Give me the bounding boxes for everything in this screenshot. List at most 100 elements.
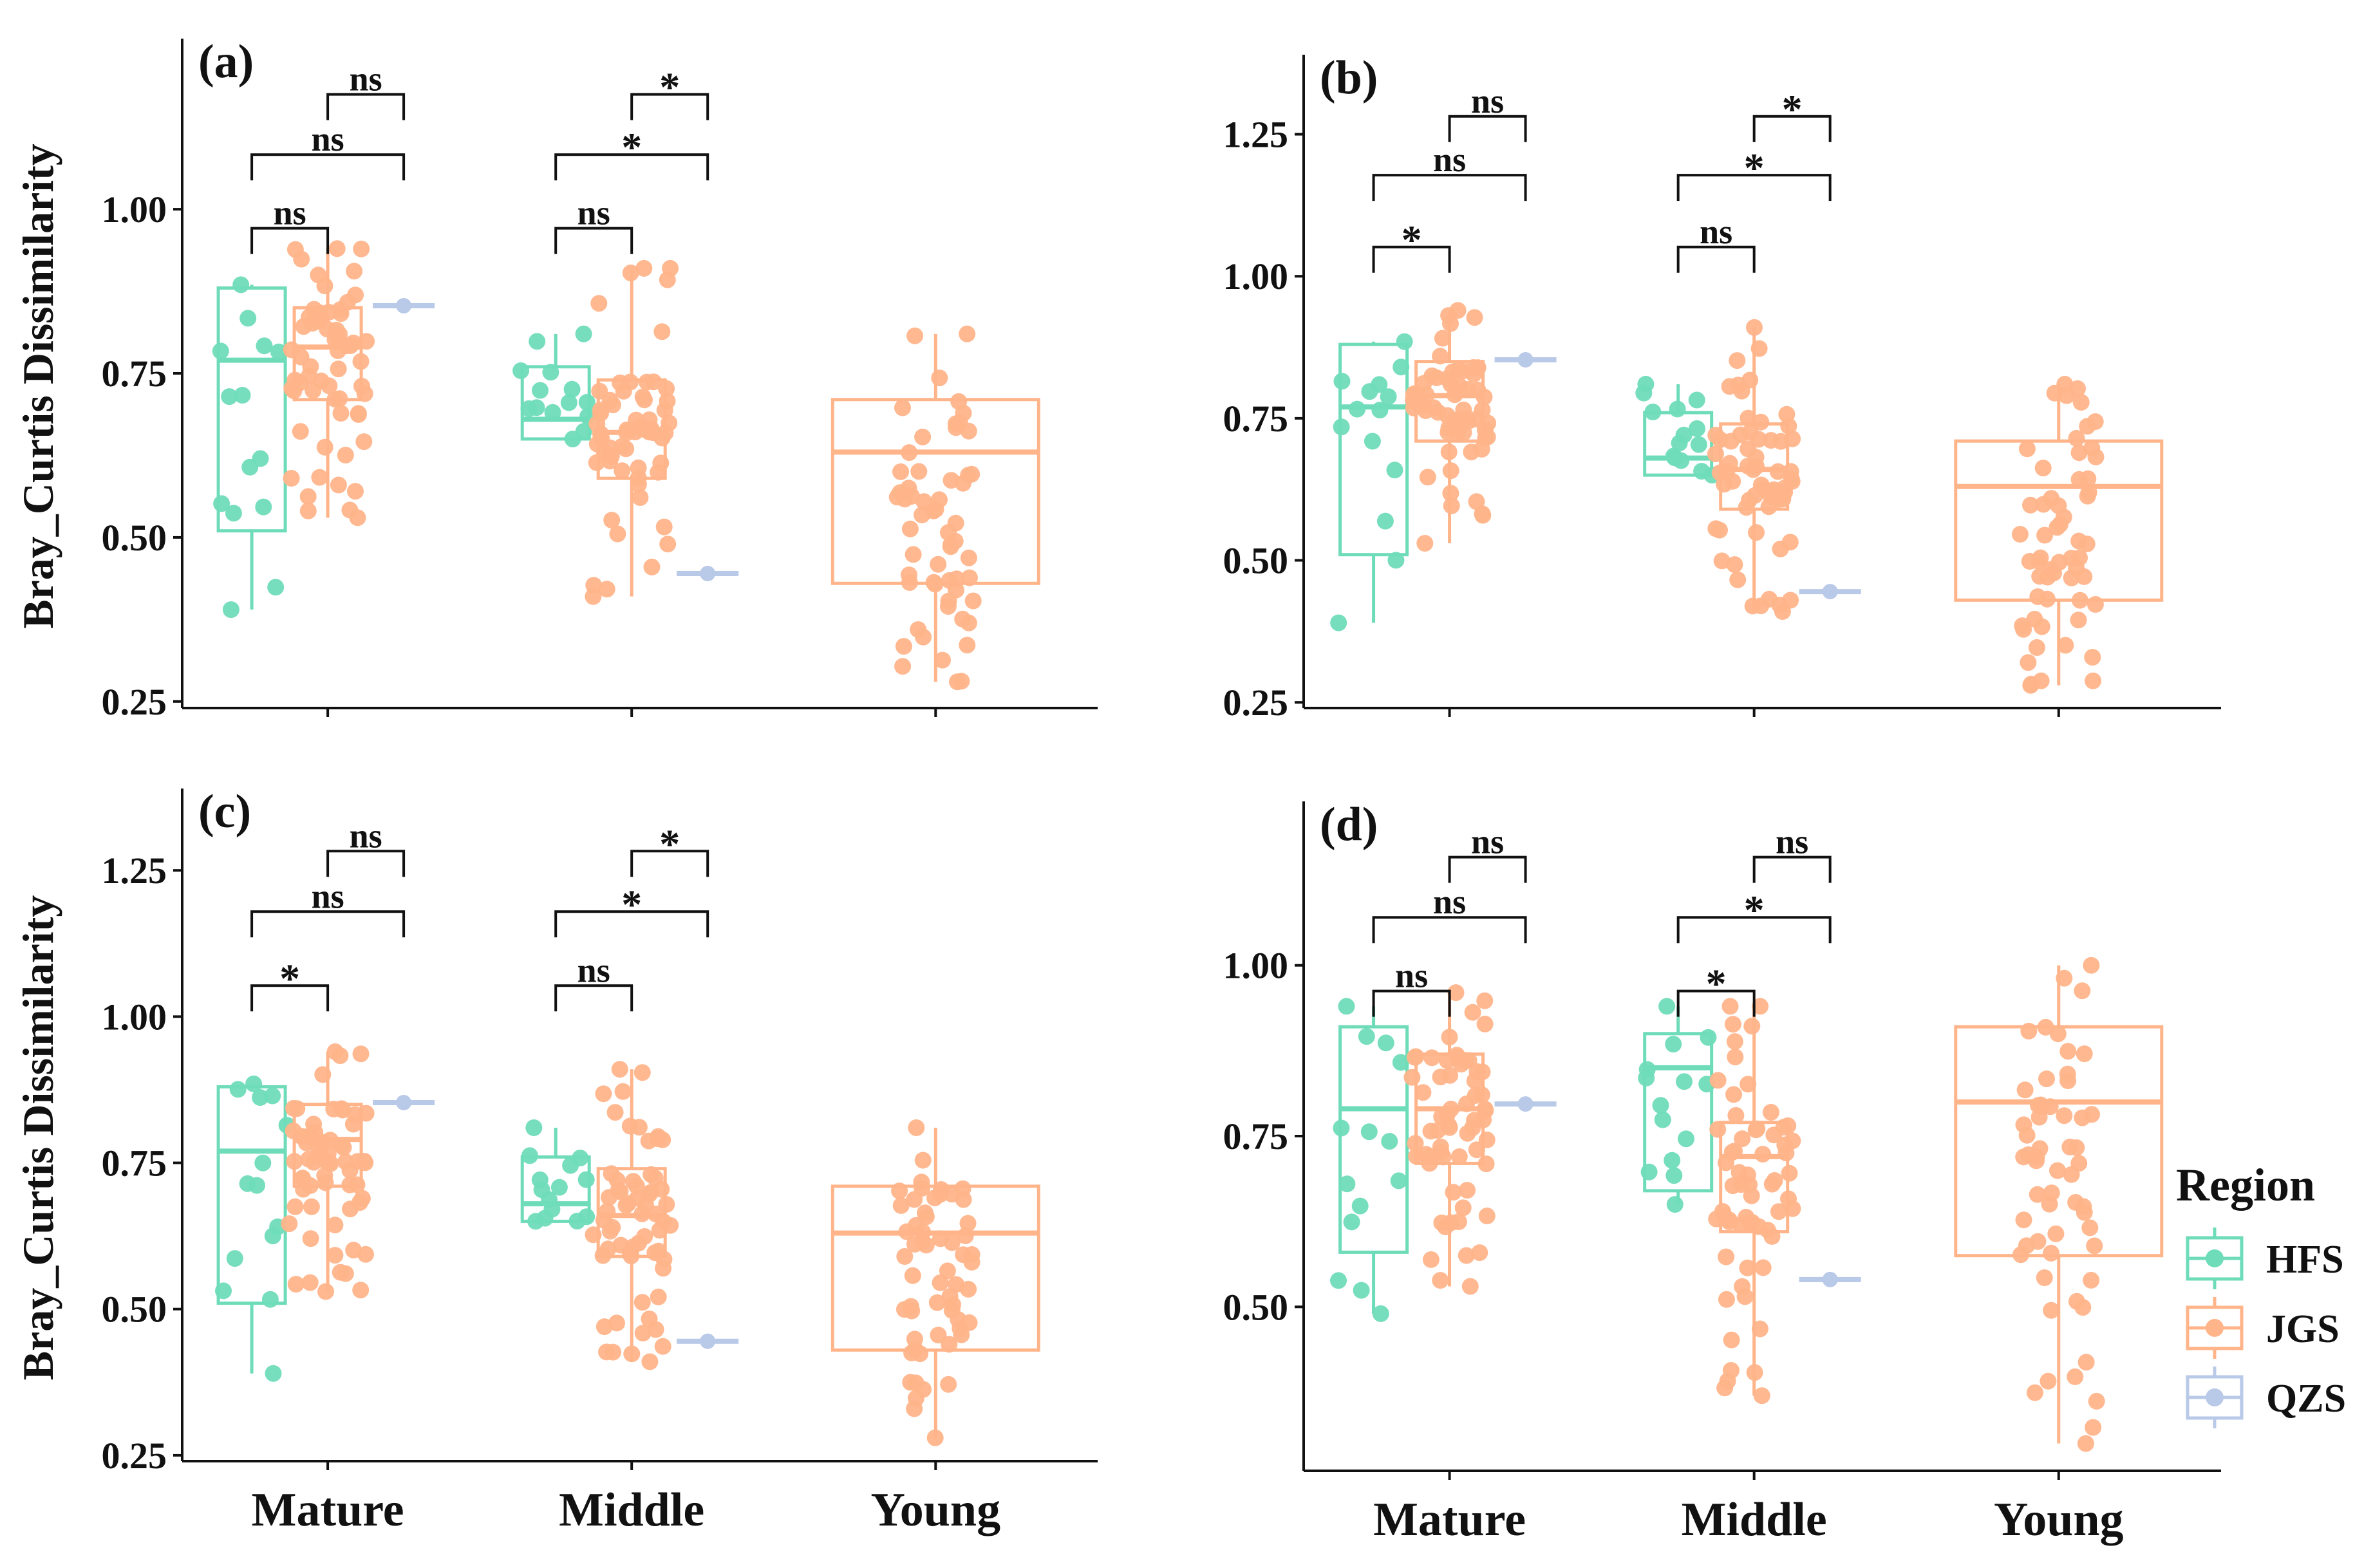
data-point [532,382,549,399]
legend-item-qzs: QZS [2186,1367,2346,1428]
data-point [1673,452,1690,469]
data-point [901,574,918,591]
data-point [1762,1104,1779,1121]
data-point [1432,348,1449,365]
data-point [352,1194,369,1211]
data-point [614,462,631,480]
bracket-line [1372,245,1451,273]
bracket-line [1448,115,1527,142]
data-point [1381,1133,1398,1150]
data-point [1718,1248,1735,1265]
data-point [270,343,287,360]
data-point [617,440,635,458]
data-point [2015,1116,2032,1134]
data-point [1741,1214,1759,1231]
data-point [1753,1387,1770,1405]
data-point [1654,1111,1671,1128]
y-axis-title: Bray_Curtis Dissimilarity [14,144,62,629]
data-point [2015,1148,2032,1166]
data-point [1377,1034,1394,1052]
data-point [213,495,230,512]
data-point [1765,1126,1783,1144]
x-category-label: Mature [1373,1493,1526,1546]
data-point [2015,1211,2032,1229]
data-point [1721,454,1738,472]
data-point [234,387,251,404]
box-middle-jgs [1708,998,1801,1405]
data-point [1434,330,1451,347]
data-point [2076,568,2093,585]
data-point [1749,1120,1766,1137]
data-point [1371,376,1388,393]
significance-label: * [621,881,642,927]
legend-key-dot [2206,1249,2224,1267]
data-point [317,1283,334,1300]
data-point [225,505,242,522]
data-point [2015,621,2032,638]
data-point [1407,1135,1424,1152]
data-point [655,1260,672,1277]
significance-bracket: * [1676,961,1756,1017]
data-point [1754,1146,1772,1163]
data-point [568,1213,586,1230]
data-point [595,1085,612,1103]
data-point [894,399,911,416]
data-point [1781,1164,1798,1182]
data-point [599,1240,617,1258]
data-point [303,1198,320,1215]
box-middle-hfs [1635,375,1721,484]
bracket-line [1676,989,1756,1017]
data-point [562,1157,579,1174]
data-point [2070,1155,2088,1172]
significance-label: ns [350,60,382,98]
data-point [1769,463,1787,480]
data-point [1770,1203,1787,1220]
bracket-line [250,153,406,181]
significance-bracket: * [1372,217,1451,273]
data-point [2042,561,2059,578]
data-point [310,266,327,284]
data-point [1748,458,1765,475]
data-point [330,360,347,378]
data-point [311,469,328,486]
data-point [331,390,348,407]
data-point [2071,592,2088,609]
data-point [633,1064,651,1081]
data-point [950,393,968,410]
data-point [646,1244,664,1262]
data-point [1718,1154,1734,1171]
data-point [939,1262,956,1280]
data-point [599,1202,616,1220]
data-point [954,610,971,628]
bracket-line [1448,855,1527,883]
data-point [1380,388,1397,406]
data-point [1457,1052,1474,1069]
data-point [1778,406,1796,423]
data-point [326,331,344,348]
data-point [645,373,662,391]
data-point [2047,1225,2065,1242]
data-point [2056,969,2073,987]
data-point [959,1215,977,1232]
data-point [1476,388,1493,406]
data-point [299,502,317,519]
data-point [2043,1244,2059,1262]
data-point [606,1104,624,1121]
data-point [2070,532,2088,550]
legend-key-dot [2206,1388,2224,1406]
data-point [1330,614,1347,631]
data-point [396,297,412,313]
data-point [2079,487,2096,505]
data-point [894,658,912,675]
data-point [1721,998,1739,1015]
data-point [1776,1136,1794,1153]
data-point [267,579,285,596]
data-point [335,1139,352,1156]
data-point [1638,1061,1656,1078]
data-point [1478,1208,1496,1224]
data-point [1671,434,1688,452]
data-point [914,507,931,523]
significance-label: * [659,821,680,866]
legend-item-jgs: JGS [2186,1297,2340,1359]
data-point [226,1250,243,1267]
